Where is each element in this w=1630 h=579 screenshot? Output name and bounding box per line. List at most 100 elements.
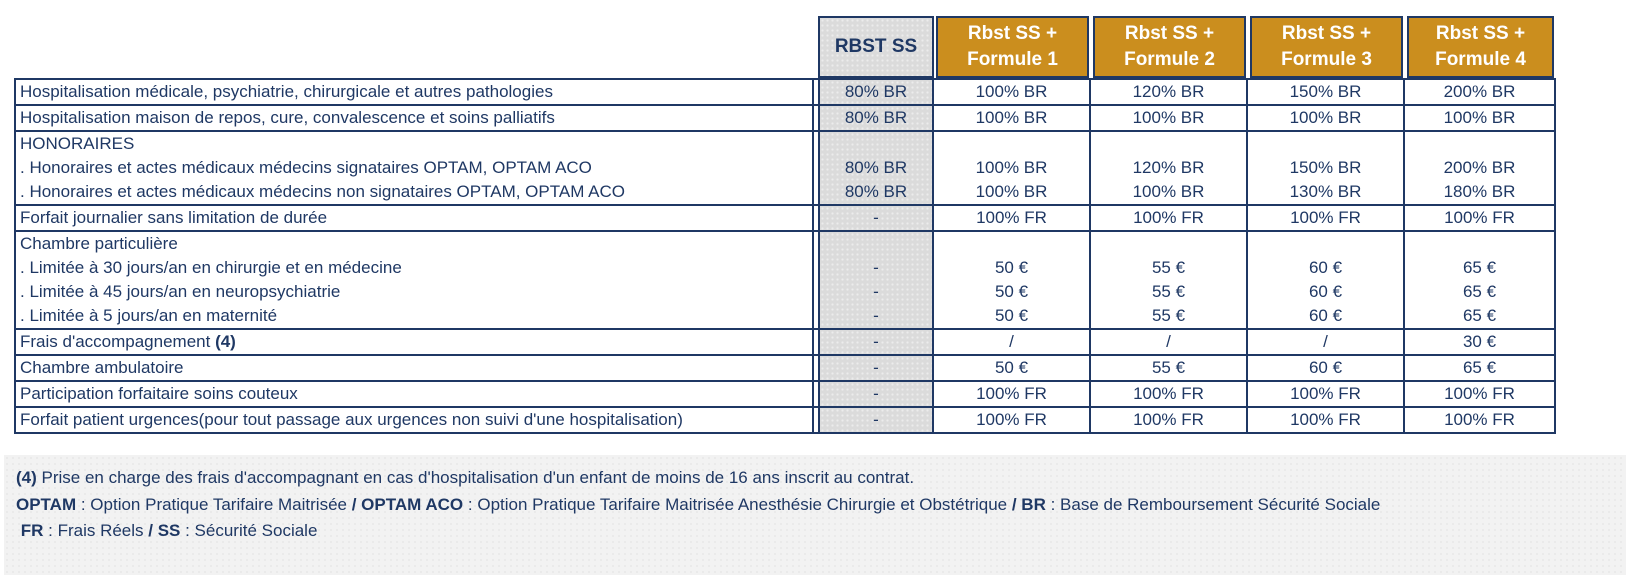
row-label: Hospitalisation maison de repos, cure, c… [20, 106, 812, 130]
row-label: . Limitée à 30 jours/an en chirurgie et … [20, 256, 812, 280]
footnote-segment: OPTAM [16, 494, 77, 514]
cell-value: 30 € [1462, 332, 1497, 351]
cell-value: 50 € [994, 282, 1029, 301]
formule-2-cell: 100% BR [1091, 106, 1248, 130]
cell-value: - [873, 208, 879, 227]
formule-4-cell: 200% BR [1405, 80, 1556, 104]
rbst-ss-cell: - [818, 206, 934, 230]
row-label: Forfait patient urgences(pour tout passa… [20, 408, 812, 432]
row-label: . Limitée à 5 jours/an en maternité [20, 304, 812, 328]
label-segment: . Honoraires et actes médicaux médecins … [20, 182, 625, 201]
cell-value: 200% BR [1443, 158, 1516, 177]
formule-2-cell: 120% BR [1091, 80, 1248, 104]
formule-4-cell: 100% FR [1405, 382, 1556, 406]
cell-value: 60 € [1308, 282, 1343, 301]
formule-4-cell: 30 € [1405, 330, 1556, 354]
table-row-block: HONORAIRES . Honoraires et actes médicaux… [14, 132, 1556, 206]
column-header-label: Formule 4 [1435, 49, 1526, 70]
formule-3-cell: 100% FR [1248, 206, 1405, 230]
row-label-cell: Chambre particulière . Limitée à 30 jours… [14, 232, 814, 328]
table-row-block: Chambre ambulatoire - 50 € 55 € 60 € 65 € [14, 356, 1556, 382]
label-segment: Chambre ambulatoire [20, 358, 184, 377]
cell-value: 60 € [1308, 258, 1343, 277]
cell-value [934, 232, 1089, 256]
label-segment: . Honoraires et actes médicaux médecins … [20, 158, 592, 177]
formule-3-cell: 150% BR [1248, 80, 1405, 104]
cell-value: 120% BR [1132, 158, 1205, 177]
formule-3-cell: 60 € 60 € 60 € [1248, 232, 1405, 328]
footnote-segment: / OPTAM ACO [351, 494, 464, 514]
formule-2-cell: / [1091, 330, 1248, 354]
table-body: Hospitalisation médicale, psychiatrie, c… [14, 78, 1556, 434]
label-segment: . Limitée à 30 jours/an en chirurgie et … [20, 258, 402, 277]
cell-value: 100% BR [975, 108, 1048, 127]
formule-2-cell: 55 € [1091, 356, 1248, 380]
column-header-label: Formule 2 [1124, 49, 1215, 70]
row-label: Chambre ambulatoire [20, 356, 812, 380]
formule-1-cell: 50 € [934, 356, 1091, 380]
cell-value [1248, 232, 1403, 256]
footnote-segment: / BR [1011, 494, 1046, 514]
cell-value: 55 € [1151, 282, 1186, 301]
formule-4-cell: 100% FR [1405, 408, 1556, 432]
table-row-block: Forfait patient urgences(pour tout passa… [14, 408, 1556, 434]
formule-3-cell: / [1248, 330, 1405, 354]
formule-1-cell: 50 € 50 € 50 € [934, 232, 1091, 328]
row-label: Chambre particulière [20, 232, 812, 256]
cell-value: 100% BR [975, 182, 1048, 201]
cell-value: 60 € [1308, 306, 1343, 325]
cell-value: 65 € [1462, 358, 1497, 377]
cell-value: 100% FR [976, 410, 1047, 429]
rbst-ss-cell: 80% BR [818, 80, 934, 104]
cell-value: 100% BR [975, 158, 1048, 177]
cell-value [1091, 132, 1246, 156]
formule-1-cell: 100% FR [934, 382, 1091, 406]
row-label: . Honoraires et actes médicaux médecins … [20, 180, 812, 204]
footnote-segment: : Sécurité Sociale [180, 521, 318, 540]
label-segment: . Limitée à 45 jours/an en neuropsychiat… [20, 282, 341, 301]
column-header-formule-2: Rbst SS + Formule 2 [1093, 16, 1246, 78]
formule-2-cell: 100% FR [1091, 382, 1248, 406]
cell-value: 100% BR [975, 82, 1048, 101]
row-label: Participation forfaitaire soins couteux [20, 382, 812, 406]
footnote-segment: : Option Pratique Tarifaire Maitrisée [76, 494, 352, 514]
cell-value: 55 € [1151, 306, 1186, 325]
rbst-ss-cell: - [818, 330, 934, 354]
column-header-rbst-ss: RBST SS [818, 16, 934, 78]
cell-value: 150% BR [1289, 82, 1362, 101]
column-header-label: Rbst SS + [967, 23, 1058, 44]
cell-value: 65 € [1462, 282, 1497, 301]
label-segment: Hospitalisation médicale, psychiatrie, c… [20, 82, 553, 101]
row-label: Forfait journalier sans limitation de du… [20, 206, 812, 230]
formule-1-cell: 100% FR [934, 408, 1091, 432]
column-header-label: Rbst SS + [1281, 23, 1372, 44]
footnote-segment: : Base de Remboursement Sécurité Sociale [1045, 494, 1381, 514]
cell-value: - [873, 332, 879, 351]
cell-value: 100% FR [1133, 208, 1204, 227]
rbst-ss-cell: - [818, 356, 934, 380]
row-label-cell: Hospitalisation maison de repos, cure, c… [14, 106, 814, 130]
cell-value: - [873, 358, 879, 377]
cell-value: 100% FR [1290, 384, 1361, 403]
footnote-segment: FR [16, 521, 44, 540]
cell-value: 100% FR [1290, 410, 1361, 429]
cell-value: 150% BR [1289, 158, 1362, 177]
formule-4-cell: 65 € [1405, 356, 1556, 380]
row-label-cell: Forfait patient urgences(pour tout passa… [14, 408, 814, 432]
column-header-label: Rbst SS + [1435, 23, 1526, 44]
rbst-ss-cell: - [818, 408, 934, 432]
cell-value: 100% FR [1444, 208, 1515, 227]
cell-value [820, 132, 932, 156]
cell-value: 120% BR [1132, 82, 1205, 101]
row-label-cell: Forfait journalier sans limitation de du… [14, 206, 814, 230]
formule-3-cell: 100% FR [1248, 382, 1405, 406]
rbst-ss-cell: - [818, 382, 934, 406]
formule-1-cell: 100% BR [934, 80, 1091, 104]
table-row-block: Hospitalisation maison de repos, cure, c… [14, 106, 1556, 132]
cell-value: 80% BR [844, 158, 908, 177]
cell-value: / [1166, 332, 1171, 351]
label-segment: . Limitée à 5 jours/an en maternité [20, 306, 278, 325]
rbst-ss-cell: - - - [818, 232, 934, 328]
label-segment: Forfait patient urgences(pour tout passa… [20, 410, 683, 429]
table-row-block: Frais d'accompagnement (4) - / / / 30 € [14, 330, 1556, 356]
